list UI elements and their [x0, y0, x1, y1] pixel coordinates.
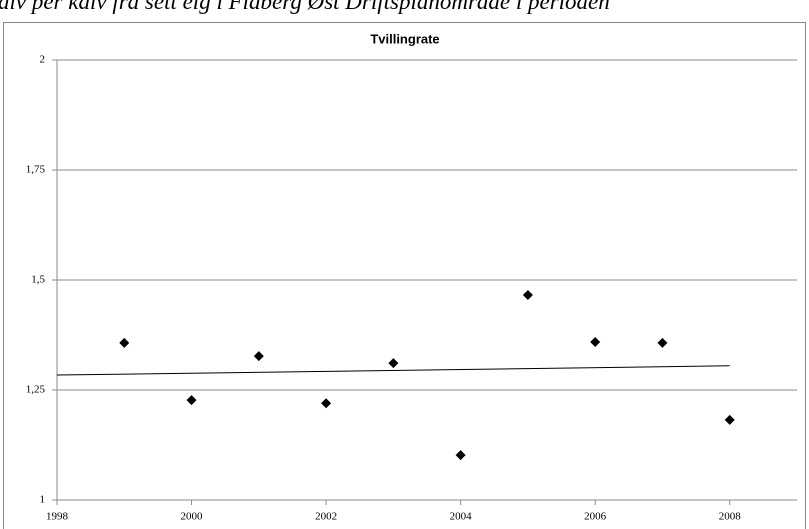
point	[522, 289, 533, 300]
x-tick-label: 2000	[181, 511, 204, 523]
y-tick-label: 1,25	[26, 384, 46, 396]
trendline	[56, 365, 730, 376]
chart-title: Tvillingrate	[370, 31, 439, 46]
chart-frame	[3, 22, 806, 529]
y-tick-label: 1,5	[31, 274, 45, 286]
point	[388, 358, 399, 369]
point	[590, 337, 601, 348]
x-tick-label: 2006	[584, 511, 607, 523]
page-heading: alv per kalv fra sett elg i Flaberg Øst …	[0, 0, 610, 14]
y-tick-label: 1	[40, 494, 46, 506]
y-tick-label: 2	[40, 54, 46, 66]
x-tick-label: 2004	[450, 511, 473, 523]
x-tick-label: 1998	[46, 511, 69, 523]
point	[186, 395, 197, 406]
point	[119, 337, 130, 348]
x-tick-label: 2008	[719, 511, 742, 523]
x-tick-label: 2002	[315, 511, 337, 523]
point	[724, 414, 735, 425]
point	[253, 351, 264, 362]
y-tick-label: 1,75	[26, 164, 46, 176]
point	[455, 450, 466, 461]
point	[321, 398, 332, 409]
point	[657, 337, 668, 348]
